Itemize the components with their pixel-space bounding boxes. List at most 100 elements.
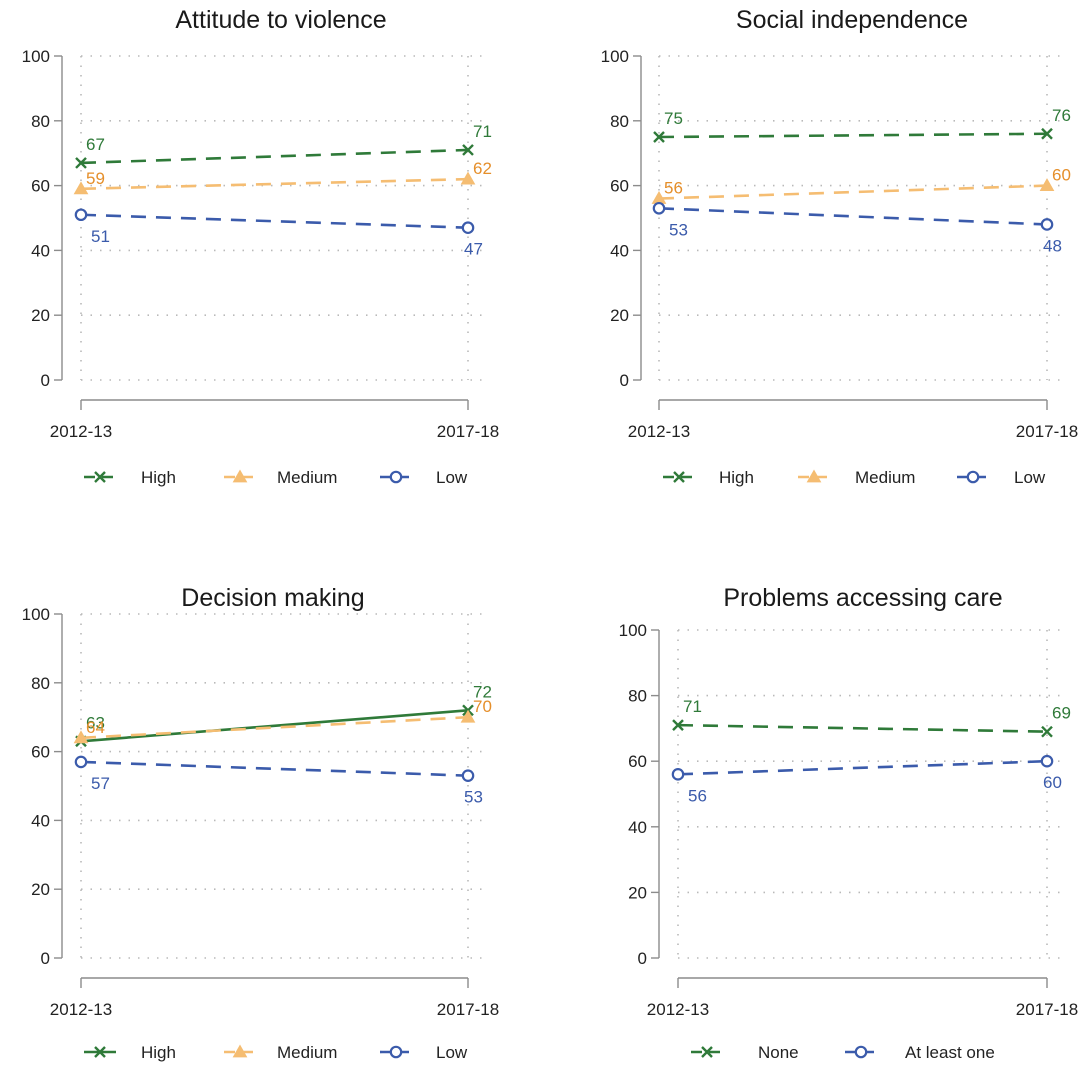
legend-label: High	[719, 468, 754, 487]
data-label: 57	[91, 774, 110, 793]
legend-item: Medium	[224, 1043, 337, 1062]
x-tick-label: 2017-18	[1016, 1000, 1078, 1019]
y-tick-label: 80	[610, 112, 629, 131]
data-point	[74, 208, 88, 222]
data-label: 76	[1052, 106, 1071, 125]
data-point	[653, 131, 665, 143]
data-label: 56	[688, 786, 707, 805]
legend-item: Medium	[224, 468, 337, 487]
data-label: 71	[473, 122, 492, 141]
legend-item: Low	[380, 1043, 468, 1062]
y-tick-label: 0	[41, 371, 50, 390]
y-tick-label: 80	[31, 674, 50, 693]
data-point	[75, 157, 87, 169]
data-point	[1039, 178, 1055, 191]
series-at-least-one: 56 60	[671, 754, 1062, 805]
legend-marker	[854, 1045, 868, 1059]
legend-marker	[806, 469, 822, 483]
legend-label: None	[758, 1043, 799, 1062]
data-label: 75	[664, 109, 683, 128]
legend-label: Medium	[277, 468, 337, 487]
y-tick-label: 60	[31, 177, 50, 196]
x-tick-label: 2012-13	[647, 1000, 709, 1019]
y-tick-label: 80	[628, 687, 647, 706]
data-label: 47	[464, 240, 483, 259]
series-line	[80, 709, 469, 743]
series-medium: 56 60	[651, 166, 1071, 204]
panel-1: Attitude to violence 0 20 40 60 80 100 2012-13 2…	[22, 6, 500, 487]
series-none: 71 69	[672, 697, 1071, 738]
legend-label: At least one	[905, 1043, 995, 1062]
legend-item: High	[84, 468, 176, 487]
series-low: 53 48	[652, 201, 1062, 255]
legend-marker	[701, 1046, 713, 1058]
y-tick-label: 100	[22, 47, 50, 66]
data-point	[462, 144, 474, 156]
data-point	[73, 730, 89, 744]
x-tick-label: 2012-13	[50, 422, 112, 441]
y-tick-label: 60	[610, 177, 629, 196]
legend-marker	[673, 471, 685, 483]
data-label: 69	[1052, 704, 1071, 723]
data-label: 67	[86, 135, 105, 154]
y-tick-label: 20	[31, 306, 50, 325]
x-tick-label: 2012-13	[50, 1000, 112, 1019]
y-tick-label: 20	[610, 306, 629, 325]
legend-item: Low	[957, 468, 1046, 487]
legend-marker	[232, 1044, 248, 1058]
legend-item: Low	[380, 468, 468, 487]
series-line	[80, 177, 469, 191]
data-label: 53	[464, 788, 483, 807]
y-tick-label: 40	[31, 811, 50, 830]
legend-label: Low	[436, 468, 468, 487]
data-point	[672, 719, 684, 731]
legend-item: None	[691, 1043, 799, 1062]
series-medium: 64 70	[73, 697, 492, 744]
panel-2: Social independence 0 20 40 60 80 100 2012-13 20…	[601, 6, 1079, 487]
legend-item: High	[663, 468, 754, 487]
series-high: 75 76	[653, 106, 1071, 143]
y-tick-label: 100	[22, 605, 50, 624]
series-line	[658, 132, 1048, 139]
x-tick-label: 2012-13	[628, 422, 690, 441]
series-line	[658, 206, 1048, 226]
data-label: 60	[1043, 773, 1062, 792]
legend-label: High	[141, 1043, 176, 1062]
y-tick-label: 80	[31, 112, 50, 131]
series-line	[80, 760, 469, 777]
data-point	[1041, 127, 1053, 140]
data-point	[1041, 725, 1053, 738]
legend-marker	[966, 470, 980, 484]
data-label: 63	[86, 713, 105, 732]
series-line	[677, 723, 1048, 733]
y-tick-label: 20	[628, 883, 647, 902]
legend-item: High	[84, 1043, 176, 1062]
legend-label: Medium	[855, 468, 915, 487]
chart-title: Problems accessing care	[723, 584, 1002, 612]
legend-marker	[94, 1046, 106, 1058]
y-tick-label: 60	[628, 752, 647, 771]
y-tick-label: 0	[638, 949, 647, 968]
data-point	[652, 201, 666, 215]
data-label: 48	[1043, 236, 1062, 255]
data-label: 59	[86, 169, 105, 188]
y-tick-label: 100	[619, 621, 647, 640]
data-point	[1040, 754, 1054, 768]
y-tick-label: 0	[620, 371, 629, 390]
panel-4: Problems accessing care 0 20 40 60 80 100 2012-…	[619, 584, 1079, 1062]
data-label: 70	[473, 697, 492, 716]
panel-3: Decision making 0 20 40 60 80 100 2012-13 2017-1…	[22, 584, 500, 1062]
x-tick-label: 2017-18	[437, 1000, 499, 1019]
legend-item: At least one	[845, 1043, 995, 1062]
data-label: 53	[669, 220, 688, 239]
series-medium: 59 62	[73, 159, 492, 195]
y-tick-label: 40	[610, 241, 629, 260]
data-point	[461, 221, 475, 235]
legend-marker	[94, 471, 106, 483]
series-line	[677, 759, 1048, 776]
data-point	[461, 769, 475, 782]
chart-title: Social independence	[736, 6, 968, 34]
series-low: 57 53	[74, 755, 483, 807]
